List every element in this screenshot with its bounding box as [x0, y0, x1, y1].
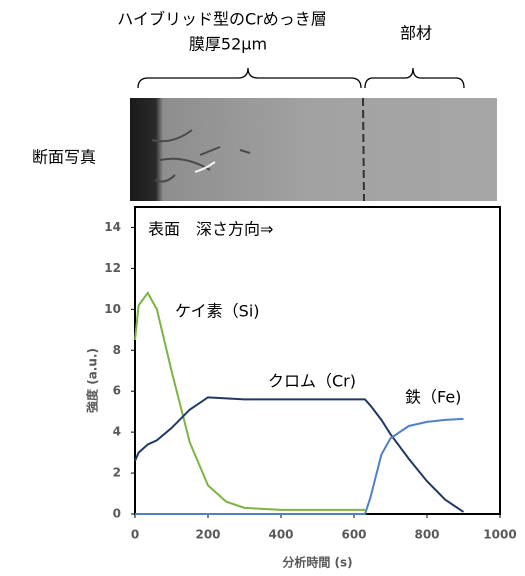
annotation: 表面 深さ方向⇒: [148, 220, 273, 239]
y-tick-label: 8: [113, 343, 121, 357]
x-tick-label: 200: [195, 528, 220, 542]
x-tick-label: 800: [414, 528, 439, 542]
x-tick-label: 0: [131, 528, 139, 542]
header-label: 膜厚52μm: [189, 35, 267, 54]
x-tick-label: 600: [341, 528, 366, 542]
photo-label: 断面写真: [32, 148, 96, 167]
cross-section-photo: [130, 98, 497, 201]
y-tick-label: 0: [113, 507, 121, 521]
braces: [138, 68, 464, 88]
plot-frame: [135, 207, 500, 514]
y-tick-label: 4: [113, 425, 121, 439]
y-tick-label: 6: [113, 384, 121, 398]
annotation: 鉄（Fe): [405, 388, 461, 407]
y-tick-label: 10: [104, 302, 121, 316]
series-line: [135, 397, 464, 512]
annotation: クロム（Cr): [268, 372, 356, 391]
y-axis-label: 強度 (a.u.): [85, 348, 100, 413]
y-tick-label: 14: [104, 220, 121, 234]
header-label: 部材: [400, 24, 432, 43]
series-line: [135, 293, 365, 510]
annotation: ケイ素（Si): [175, 302, 260, 321]
header-label: ハイブリッド型のCrめっき層: [117, 10, 326, 29]
x-axis-label: 分析時間 (s): [282, 555, 352, 570]
x-tick-label: 1000: [483, 528, 516, 542]
y-tick-label: 12: [104, 261, 121, 275]
y-tick-label: 2: [113, 466, 121, 480]
chart: ハイブリッド型のCrめっき層膜厚52μm 部材断面写真 0 2 4 6 8 10 12 14 0 20…: [0, 0, 525, 576]
x-tick-label: 400: [268, 528, 293, 542]
